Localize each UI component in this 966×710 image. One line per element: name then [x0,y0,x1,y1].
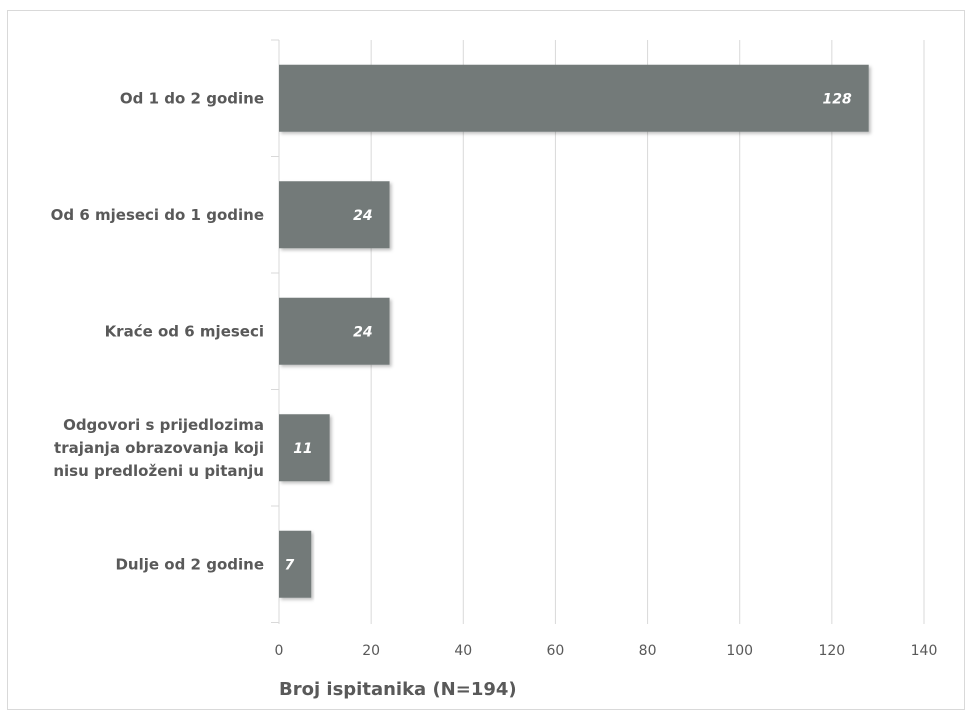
bar [279,414,330,482]
x-tick-label: 120 [818,643,845,659]
category-label: Odgovori s prijedlozima trajanja obrazova… [53,416,264,480]
bar [279,297,390,365]
data-label: 7 [285,557,295,573]
labels: 0 20 40 60 80 100 120 140 128 Od 1 do 2 godine 24 O… [51,89,938,659]
category-label-line: Od 1 do 2 godine [120,89,264,107]
data-label: 11 [293,441,312,457]
category-label-line: Odgovori s prijedlozima [63,416,264,434]
bar [279,181,390,249]
category-label-line: Od 6 mjeseci do 1 godine [51,206,264,224]
x-tick-label: 100 [726,643,753,659]
x-axis-title: Broj ispitanika (N=194) [279,679,517,699]
category-label-line: Dulje od 2 godine [115,555,264,573]
data-label: 24 [353,324,372,340]
x-tick-label: 20 [362,643,380,659]
category-label: Od 1 do 2 godine [120,89,264,107]
category-label-line: Kraće od 6 mjeseci [105,322,264,340]
bar [279,530,312,598]
x-tick-label: 80 [639,643,657,659]
category-label: Kraće od 6 mjeseci [105,322,264,340]
x-tick-label: 140 [911,643,938,659]
x-tick-label: 40 [454,643,472,659]
category-label: Dulje od 2 godine [115,555,264,573]
x-tick-label: 60 [547,643,565,659]
category-label-line: trajanja obrazovanja koji [54,439,264,457]
x-tick-label: 0 [275,643,284,659]
category-label: Od 6 mjeseci do 1 godine [51,206,264,224]
data-label: 128 [822,91,851,107]
category-label-line: nisu predloženi u pitanju [53,462,264,480]
bars [279,64,869,598]
data-label: 24 [353,208,372,224]
bar [279,64,869,132]
